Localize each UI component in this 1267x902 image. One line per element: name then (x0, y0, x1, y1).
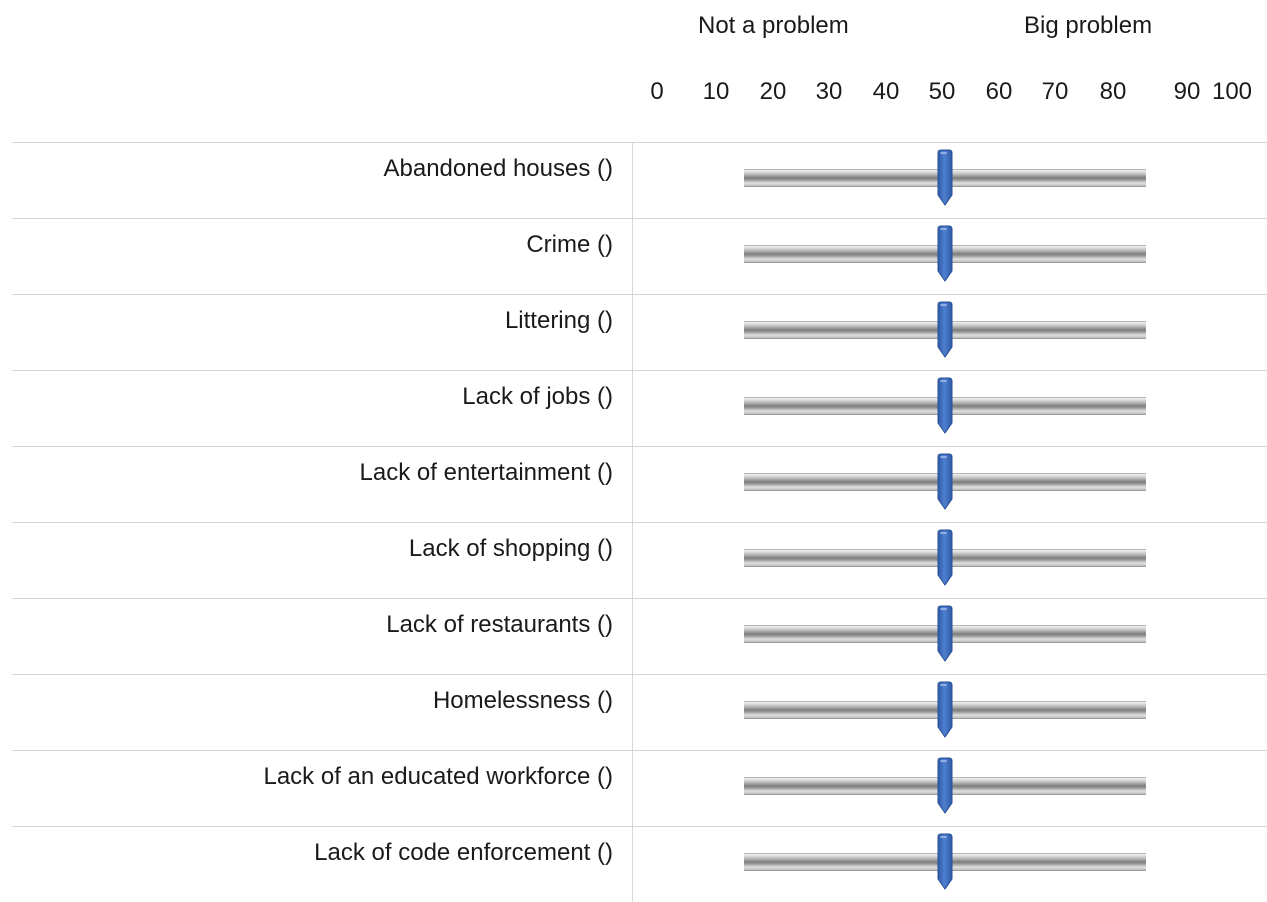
column-divider (632, 371, 633, 446)
column-divider (632, 523, 633, 598)
slider-row: Lack of entertainment () (12, 446, 1267, 522)
slider-row-label: Lack of an educated workforce () (263, 763, 613, 790)
slider-row-label: Lack of shopping () (408, 535, 613, 562)
column-divider (632, 751, 633, 826)
slider-row-label: Homelessness () (432, 687, 613, 714)
scale-ticks: 0 10 20 30 40 50 60 70 80 90 100 (0, 78, 1267, 112)
anchor-not-a-problem: Not a problem (698, 12, 849, 39)
column-divider (632, 295, 633, 370)
slider-handle-icon[interactable] (935, 681, 955, 739)
slider-row-label: Littering () (504, 307, 613, 334)
column-divider (632, 447, 633, 522)
slider-row-label: Abandoned houses () (383, 155, 614, 182)
scale-tick-20: 20 (759, 78, 787, 105)
scale-tick-0: 0 (650, 78, 664, 105)
column-divider (632, 675, 633, 750)
slider-row: Lack of jobs () (12, 370, 1267, 446)
scale-tick-70: 70 (1041, 78, 1069, 105)
slider-row-label: Lack of jobs () (462, 383, 613, 410)
anchor-big-problem: Big problem (1024, 12, 1153, 39)
slider-handle-icon[interactable] (935, 377, 955, 435)
slider-row: Abandoned houses () (12, 142, 1267, 218)
slider-handle-icon[interactable] (935, 301, 955, 359)
slider-handle-icon[interactable] (935, 149, 955, 207)
scale-tick-80: 80 (1099, 78, 1127, 105)
slider-rows: Abandoned houses () Crime () Littering () L… (12, 142, 1267, 902)
slider-row: Crime () (12, 218, 1267, 294)
slider-row-label: Lack of restaurants () (386, 611, 613, 638)
scale-tick-50: 50 (928, 78, 956, 105)
slider-handle-icon[interactable] (935, 225, 955, 283)
column-divider (632, 219, 633, 294)
scale-tick-10: 10 (702, 78, 730, 105)
scale-tick-100: 100 (1211, 78, 1253, 105)
slider-row-label: Lack of entertainment () (359, 459, 613, 486)
slider-handle-icon[interactable] (935, 529, 955, 587)
slider-row-label: Lack of code enforcement () (314, 839, 613, 866)
scale-tick-30: 30 (815, 78, 843, 105)
slider-row: Lack of restaurants () (12, 598, 1267, 674)
scale-tick-40: 40 (872, 78, 900, 105)
slider-handle-icon[interactable] (935, 453, 955, 511)
slider-row: Lack of shopping () (12, 522, 1267, 598)
column-divider (632, 599, 633, 674)
slider-handle-icon[interactable] (935, 833, 955, 891)
slider-handle-icon[interactable] (935, 757, 955, 815)
slider-row: Lack of an educated workforce () (12, 750, 1267, 826)
slider-row-label: Crime () (526, 231, 613, 258)
column-divider (632, 143, 633, 218)
slider-row: Homelessness () (12, 674, 1267, 750)
slider-handle-icon[interactable] (935, 605, 955, 663)
column-divider (632, 827, 633, 902)
scale-tick-90: 90 (1173, 78, 1201, 105)
scale-tick-60: 60 (985, 78, 1013, 105)
slider-row: Littering () (12, 294, 1267, 370)
slider-row: Lack of code enforcement () (12, 826, 1267, 902)
